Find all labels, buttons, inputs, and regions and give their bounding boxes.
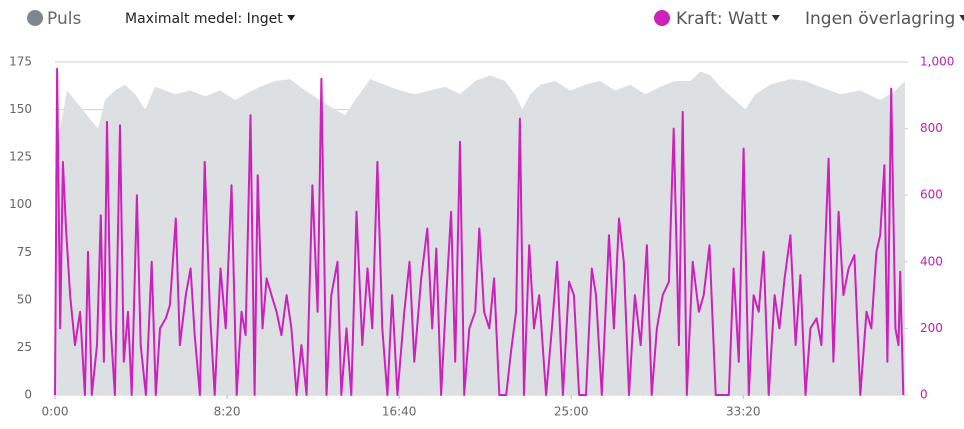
x-tick-label: 16:40 — [382, 405, 417, 419]
y2-tick-label: 1,000 — [920, 55, 954, 69]
header: Puls Maximalt medel: Inget Kraft: Watt Inge… — [27, 9, 964, 29]
legend-label[interactable]: Kraft: Watt — [676, 9, 768, 29]
legend-dot — [27, 10, 43, 26]
dropdown-arrow — [287, 15, 296, 21]
y2-tick-label: 400 — [920, 254, 943, 268]
dropdown-arrow — [771, 15, 780, 21]
y2-tick-label: 0 — [920, 388, 928, 402]
y-tick-label: 150 — [9, 102, 32, 116]
y-tick-label: 25 — [17, 340, 32, 354]
dropdown-arrow — [959, 15, 964, 21]
y-tick-label: 125 — [9, 150, 32, 164]
legend-label[interactable]: Puls — [47, 9, 81, 29]
marks — [54, 67, 905, 396]
y-tick-label: 175 — [9, 55, 32, 69]
x-tick-label: 33:20 — [726, 405, 761, 419]
y2-tick-label: 600 — [920, 188, 943, 202]
y-tick-label: 100 — [9, 197, 32, 211]
x-tick-label: 8:20 — [214, 405, 241, 419]
x-tick-label: 25:00 — [554, 405, 589, 419]
x-tick-label: 0:00 — [42, 405, 69, 419]
dropdown[interactable]: Maximalt medel: Inget — [125, 11, 283, 27]
power-line — [54, 67, 905, 396]
y2-tick-label: 200 — [920, 321, 943, 335]
y-tick-label: 0 — [24, 388, 32, 402]
legend-dot — [654, 10, 670, 26]
y-tick-label: 75 — [17, 245, 32, 259]
dropdown[interactable]: Ingen överlagring — [805, 9, 955, 29]
y2-tick-label: 800 — [920, 121, 943, 135]
labels: 0 25 50 75 100 125 150 175 0 200 400 600 800 1,000 0:0… — [9, 55, 954, 419]
y-tick-label: 50 — [17, 292, 32, 306]
